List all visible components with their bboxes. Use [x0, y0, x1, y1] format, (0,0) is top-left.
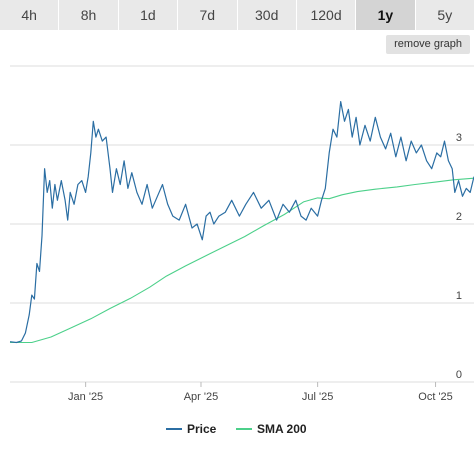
remove-graph-button[interactable]: remove graph: [386, 35, 470, 54]
tab-1y[interactable]: 1y: [356, 0, 416, 30]
tab-5y[interactable]: 5y: [415, 0, 474, 30]
tab-30d[interactable]: 30d: [237, 0, 297, 30]
timeframe-tabs: 4h 8h 1d 7d 30d 120d 1y 5y: [0, 0, 474, 30]
x-tick-label: Jan '25: [68, 391, 103, 403]
y-tick-label: 2: [456, 211, 462, 223]
chart-legend: Price SMA 200: [166, 422, 307, 436]
y-tick-label: 0: [456, 369, 462, 381]
x-axis-ticks: Jan '25 Apr '25 Jul '25 Oct '25: [68, 382, 453, 403]
series-line-price: [9, 101, 474, 344]
tab-120d[interactable]: 120d: [296, 0, 357, 30]
x-tick-label: Jul '25: [302, 391, 333, 403]
legend-label[interactable]: SMA 200: [257, 422, 307, 436]
tab-7d[interactable]: 7d: [178, 0, 238, 30]
tab-8h[interactable]: 8h: [59, 0, 119, 30]
price-chart: 0 1 2 3 Jan '25 Apr '25 Jul '25 Oct '25 Price S…: [9, 65, 474, 436]
chart-lines: [9, 101, 474, 344]
y-tick-label: 1: [456, 290, 462, 302]
tab-1d[interactable]: 1d: [118, 0, 179, 30]
x-tick-label: Apr '25: [184, 391, 219, 403]
series-line-sma-200: [10, 177, 474, 344]
legend-label[interactable]: Price: [187, 422, 217, 436]
chart-grid: [10, 65, 474, 383]
tab-4h[interactable]: 4h: [0, 0, 60, 30]
x-tick-label: Oct '25: [418, 391, 453, 403]
y-tick-label: 3: [456, 132, 462, 144]
y-axis-ticks: 0 1 2 3: [456, 132, 462, 381]
